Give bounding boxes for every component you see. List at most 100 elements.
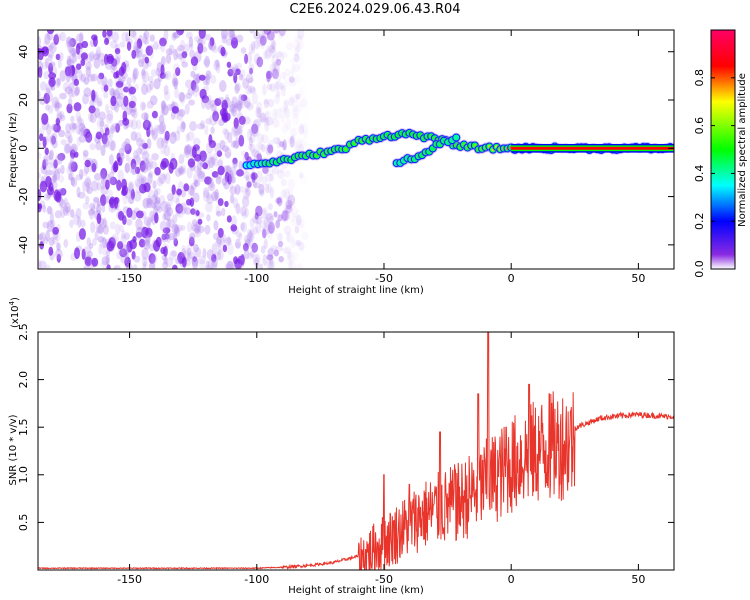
noise-blob (186, 253, 193, 262)
noise-blob (245, 73, 254, 84)
noise-blob (70, 143, 78, 154)
noise-blob (291, 113, 300, 125)
noise-blob (97, 97, 103, 106)
noise-blob (49, 212, 55, 225)
noise-blob (227, 30, 235, 41)
noise-blob (253, 39, 261, 50)
noise-blob (237, 127, 243, 136)
noise-blob (105, 113, 114, 124)
noise-blob (205, 260, 210, 269)
noise-blob (100, 194, 107, 207)
noise-blob (266, 254, 274, 261)
noise-blob (262, 254, 268, 266)
noise-blob (190, 182, 197, 191)
noise-blob (231, 105, 238, 117)
noise-blob (44, 57, 50, 69)
noise-blob (56, 242, 61, 252)
noise-blob (281, 51, 288, 59)
noise-blob (219, 139, 226, 150)
noise-blob (96, 100, 103, 108)
noise-blob (199, 46, 208, 53)
noise-blob (175, 203, 184, 214)
noise-blob (275, 108, 284, 119)
noise-blob (192, 137, 201, 147)
noise-blob (194, 77, 199, 87)
noise-blob (272, 30, 280, 34)
noise-blob (101, 256, 110, 266)
noise-blob (120, 255, 128, 264)
noise-blob (51, 237, 59, 245)
noise-blob (143, 30, 150, 40)
noise-blob (116, 179, 122, 191)
noise-blob (246, 129, 253, 141)
noise-blob (205, 70, 212, 80)
noise-blob (117, 75, 126, 84)
noise-blob (54, 102, 62, 109)
noise-blob (251, 123, 259, 135)
noise-blob (235, 68, 241, 76)
noise-blob (140, 147, 148, 156)
noise-blob (107, 78, 113, 88)
noise-blob (266, 219, 272, 232)
noise-blob (48, 53, 53, 62)
noise-blob (54, 33, 62, 43)
noise-blob (169, 132, 177, 144)
noise-blob (70, 155, 75, 168)
noise-blob (201, 96, 206, 109)
noise-blob (174, 130, 181, 142)
noise-blob (153, 40, 159, 51)
noise-blob (95, 221, 102, 234)
noise-blob (234, 83, 240, 94)
noise-blob (42, 61, 49, 70)
noise-blob (129, 239, 137, 250)
noise-blob (214, 98, 222, 107)
noise-blob (269, 68, 278, 79)
noise-blob (128, 166, 135, 174)
noise-blob (75, 43, 81, 55)
noise-blob (101, 132, 108, 145)
noise-blob (208, 40, 213, 51)
noise-blob (77, 191, 86, 199)
noise-blob (118, 66, 125, 77)
noise-blob (46, 124, 52, 136)
noise-blob (176, 224, 183, 232)
noise-blob (280, 178, 287, 187)
noise-blob (141, 151, 150, 162)
noise-blob (282, 139, 287, 151)
noise-blob (267, 98, 275, 108)
noise-blob (264, 49, 272, 60)
noise-blob (230, 37, 239, 49)
noise-blob (87, 73, 96, 82)
noise-blob (259, 220, 268, 229)
noise-blob (260, 134, 269, 144)
noise-blob (208, 134, 213, 146)
noise-blob (206, 192, 213, 200)
noise-blob (48, 236, 55, 246)
noise-blob (144, 160, 152, 172)
noise-blob (117, 169, 125, 182)
noise-blob (175, 226, 181, 237)
noise-blob (180, 224, 186, 231)
noise-blob (294, 35, 302, 43)
noise-blob (160, 64, 165, 76)
noise-blob (266, 44, 274, 52)
noise-blob (185, 198, 192, 206)
noise-blob (53, 34, 60, 46)
noise-blob (187, 158, 196, 168)
noise-blob (158, 195, 166, 205)
noise-blob (78, 128, 86, 136)
noise-blob (80, 73, 86, 83)
noise-blob (134, 166, 141, 175)
noise-blob (100, 145, 106, 157)
noise-blob (86, 250, 94, 258)
noise-blob (212, 110, 220, 122)
noise-blob (262, 166, 269, 174)
noise-blob (57, 58, 62, 69)
noise-blob (65, 143, 72, 154)
noise-blob (189, 232, 196, 244)
noise-blob (161, 100, 166, 110)
noise-blob (73, 151, 79, 158)
noise-blob (123, 86, 130, 93)
noise-blob (275, 51, 283, 58)
noise-blob (197, 37, 204, 48)
